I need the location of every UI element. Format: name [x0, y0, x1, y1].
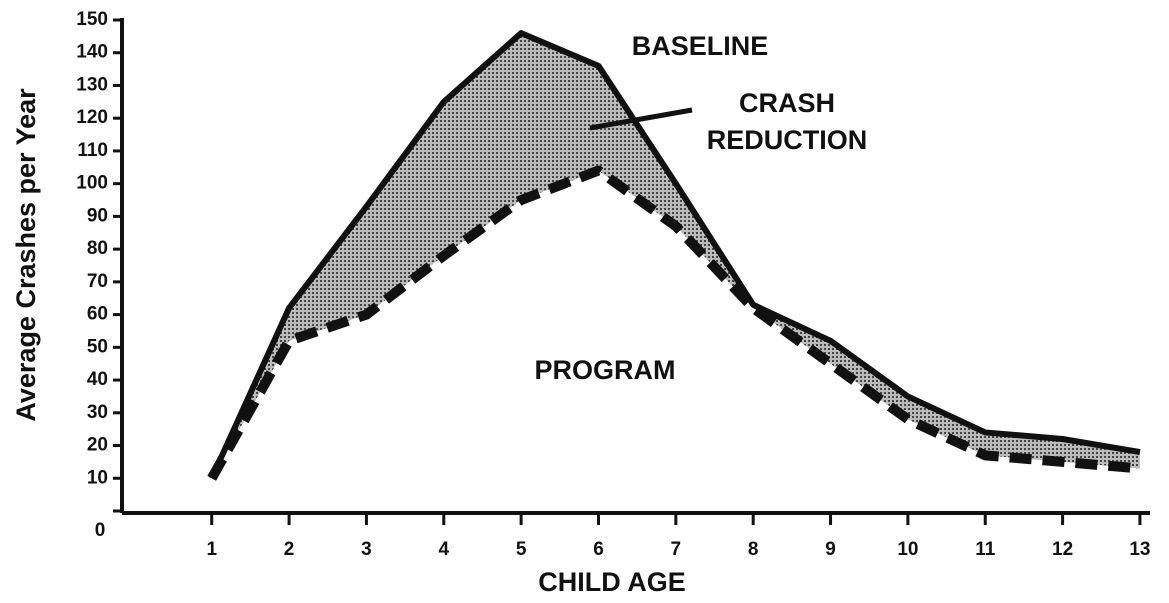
- x-tick-label: 4: [438, 539, 449, 560]
- annotation: REDUCTION: [707, 125, 868, 155]
- x-tick-label: 12: [1052, 539, 1073, 560]
- y-tick-label: 60: [87, 304, 108, 325]
- y-tick-label: 90: [87, 205, 108, 226]
- x-tick-label: 1: [206, 539, 217, 560]
- x-tick-label: 8: [748, 539, 759, 560]
- x-tick-label: 6: [593, 539, 604, 560]
- y-tick-label: 110: [77, 140, 108, 161]
- y-tick-label: 70: [87, 271, 108, 292]
- y-tick-label: 0: [95, 520, 106, 541]
- x-tick-label: 10: [897, 539, 918, 560]
- reduction-area: [211, 33, 1140, 479]
- y-tick-label: 10: [87, 467, 108, 488]
- annotation: BASELINE: [632, 31, 769, 61]
- y-tick-label: 80: [87, 238, 108, 259]
- y-tick-label: 130: [76, 74, 108, 95]
- y-tick-label: 20: [87, 435, 108, 456]
- y-tick-label: 140: [76, 42, 108, 63]
- y-tick-label: 40: [87, 369, 108, 390]
- annotation: CRASH: [739, 88, 835, 118]
- x-tick-label: 11: [975, 539, 996, 560]
- line-series: [207, 165, 1141, 481]
- leader-line: [589, 107, 693, 131]
- annotation: PROGRAM: [535, 355, 676, 385]
- y-tick-label: 100: [76, 173, 108, 194]
- x-axis-label: CHILD AGE: [538, 567, 686, 597]
- x-tick-label: 9: [825, 539, 836, 560]
- y-tick-label: 30: [87, 402, 108, 423]
- x-tick-label: 2: [284, 539, 295, 560]
- x-tick-label: 3: [361, 539, 372, 560]
- y-tick-label: 150: [76, 9, 108, 30]
- line-series: [208, 30, 1141, 480]
- x-tick-label: 13: [1129, 539, 1150, 560]
- y-tick-label: 120: [76, 107, 108, 128]
- y-tick-label: 50: [87, 336, 108, 357]
- x-tick-label: 7: [671, 539, 682, 560]
- y-axis-label: Average Crashes per Year: [11, 88, 41, 422]
- x-tick-label: 5: [516, 539, 527, 560]
